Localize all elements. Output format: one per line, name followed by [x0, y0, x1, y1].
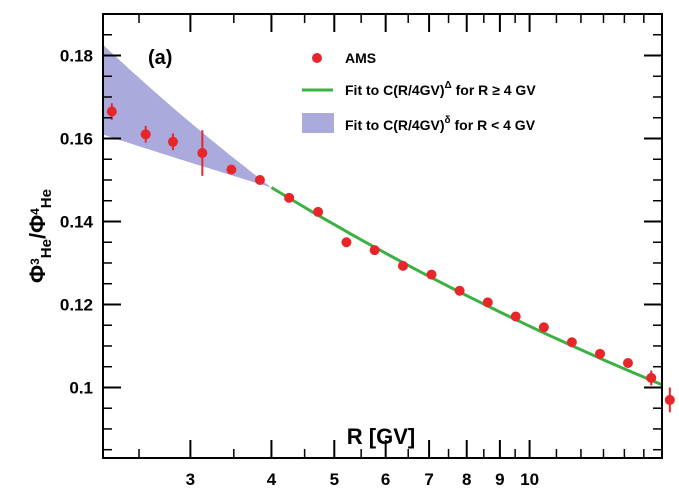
- panel-label: (a): [148, 47, 172, 69]
- data-point: [566, 337, 577, 348]
- data-point-marker: [397, 260, 408, 271]
- data-point: [140, 126, 151, 143]
- data-point: [622, 357, 633, 368]
- svg-text:Φ3He/Φ4He: Φ3He/Φ4He: [25, 189, 55, 283]
- data-point-marker: [538, 322, 549, 333]
- data-point: [482, 297, 493, 308]
- y-title-phi-1: Φ: [25, 265, 50, 283]
- data-point-marker: [313, 206, 324, 217]
- data-point-marker: [566, 337, 577, 348]
- data-point-marker: [106, 106, 117, 117]
- y-tick-label: 0.1: [69, 378, 93, 397]
- legend-fit-band-post: for R < 4 GV: [451, 117, 536, 133]
- data-point-marker: [226, 164, 237, 175]
- x-tick-label: 10: [520, 470, 539, 489]
- data-point: [226, 164, 237, 175]
- data-point-marker: [510, 311, 521, 322]
- axis-ticks-layer: [103, 13, 662, 458]
- legend-fit-band-sup: δ: [445, 115, 451, 126]
- data-point: [538, 322, 549, 333]
- data-point: [454, 285, 465, 296]
- data-point-marker: [167, 136, 178, 147]
- x-axis-title: R [GV]: [347, 424, 415, 449]
- tick-labels-layer: 0.1 0.12 0.14 0.16 0.18 3 4 5 6 7 8 9 10: [60, 46, 539, 489]
- y-axis-title: Φ3He/Φ4He: [25, 189, 55, 283]
- data-point-marker: [482, 297, 493, 308]
- legend-fit-band-pre: Fit to C(R/4GV): [345, 117, 445, 133]
- data-point: [510, 311, 521, 322]
- legend-label-fit-band: Fit to C(R/4GV)δ for R < 4 GV: [345, 115, 536, 133]
- data-point-marker: [197, 148, 208, 159]
- x-tick-label: 7: [424, 470, 433, 489]
- x-tick-label: 5: [330, 470, 339, 489]
- x-tick-label: 9: [495, 470, 504, 489]
- x-tick-label: 8: [462, 470, 471, 489]
- data-point-marker: [140, 129, 151, 140]
- x-tick-label: 6: [381, 470, 390, 489]
- y-title-separator: /Φ: [25, 215, 50, 239]
- data-point-marker: [369, 245, 380, 256]
- legend: AMS Fit to C(R/4GV)Δ for R ≥ 4 GV Fit to…: [302, 50, 536, 133]
- legend-marker-ams: [312, 53, 322, 63]
- legend-fit-line-pre: Fit to C(R/4GV): [345, 82, 445, 98]
- data-point: [646, 370, 657, 386]
- data-point-marker: [284, 192, 295, 203]
- data-points-layer: [106, 103, 675, 413]
- legend-fit-line-sup: Δ: [445, 80, 452, 91]
- data-point-marker: [454, 285, 465, 296]
- data-point-marker: [254, 174, 265, 185]
- data-point: [313, 206, 324, 217]
- x-tick-label: 3: [186, 470, 195, 489]
- y-title-sub1: 3: [28, 258, 42, 265]
- fit-line-layer: [270, 186, 662, 387]
- fit-band-area: [103, 44, 272, 188]
- y-tick-label: 0.18: [60, 46, 93, 65]
- data-point: [167, 133, 178, 151]
- y-title-sub2: 4: [28, 208, 42, 215]
- plot-frame: [102, 13, 663, 459]
- y-tick-label: 0.16: [60, 129, 93, 148]
- data-point-marker: [426, 269, 437, 280]
- y-title-sub2b: He: [38, 189, 55, 208]
- legend-label-fit-line: Fit to C(R/4GV)Δ for R ≥ 4 GV: [345, 80, 536, 98]
- data-point: [397, 260, 408, 271]
- y-title-sub1b: He: [38, 239, 55, 258]
- legend-band-fit: [302, 113, 334, 133]
- data-point: [426, 269, 437, 280]
- data-point-marker: [341, 237, 352, 248]
- x-tick-label: 4: [267, 470, 277, 489]
- data-point-marker: [595, 348, 606, 359]
- y-tick-label: 0.14: [60, 212, 94, 231]
- data-point: [369, 245, 380, 256]
- data-point: [254, 174, 265, 185]
- data-point: [341, 237, 352, 248]
- legend-label-ams: AMS: [345, 50, 376, 66]
- data-point: [595, 348, 606, 359]
- data-point: [664, 387, 675, 413]
- data-point-marker: [646, 372, 657, 383]
- data-point: [284, 192, 295, 203]
- fit-band-layer: [103, 44, 272, 188]
- data-point-marker: [622, 357, 633, 368]
- data-point: [197, 130, 208, 176]
- fit-line: [270, 186, 662, 387]
- legend-fit-line-post: for R ≥ 4 GV: [452, 82, 537, 98]
- y-tick-label: 0.12: [60, 295, 93, 314]
- data-point-marker: [664, 394, 675, 405]
